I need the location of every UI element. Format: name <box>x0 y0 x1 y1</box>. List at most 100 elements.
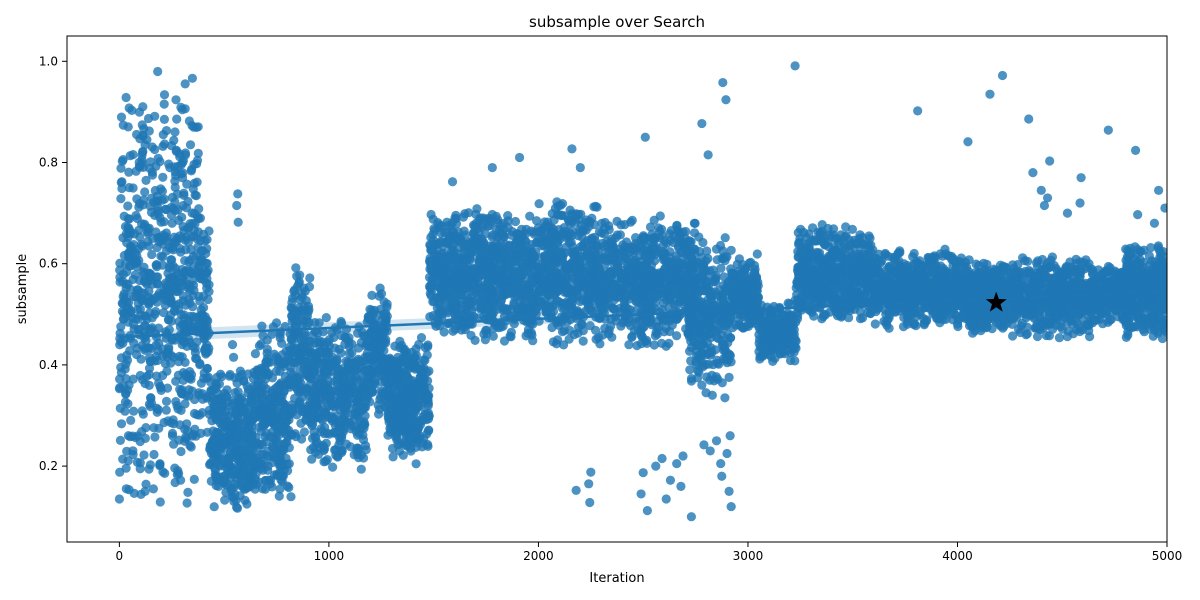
data-point <box>157 195 167 205</box>
data-point <box>473 234 483 244</box>
data-point <box>124 261 135 271</box>
data-point <box>364 380 374 390</box>
data-point <box>436 228 446 238</box>
data-point <box>197 408 207 418</box>
data-point <box>122 355 133 365</box>
data-point <box>158 351 168 361</box>
data-point <box>116 337 126 347</box>
data-point <box>175 420 185 430</box>
data-point <box>141 175 151 185</box>
data-point <box>611 233 621 243</box>
data-point <box>579 238 590 248</box>
data-point <box>117 156 127 166</box>
data-point <box>396 367 406 377</box>
data-point <box>674 258 684 268</box>
data-point <box>166 358 176 368</box>
data-point <box>140 321 150 331</box>
data-point <box>693 340 703 350</box>
data-point <box>157 186 167 196</box>
data-point <box>688 325 698 335</box>
data-point <box>167 243 177 253</box>
data-point <box>153 209 163 219</box>
data-point <box>114 384 125 394</box>
data-point <box>456 279 466 289</box>
data-point <box>159 99 169 109</box>
data-point <box>140 219 150 229</box>
data-point <box>521 331 531 341</box>
data-point <box>317 415 328 425</box>
data-point <box>159 90 170 100</box>
data-point <box>598 330 608 340</box>
data-point <box>118 454 128 464</box>
data-point <box>517 280 528 290</box>
data-point <box>171 170 181 181</box>
data-point <box>180 399 190 409</box>
data-point <box>474 282 484 292</box>
data-point <box>242 499 252 509</box>
data-point <box>732 259 742 269</box>
data-point <box>250 451 260 461</box>
data-point <box>137 120 147 130</box>
data-point <box>329 428 339 438</box>
data-point <box>146 393 156 403</box>
data-point <box>125 151 135 161</box>
data-point <box>702 320 712 331</box>
data-point <box>618 240 628 250</box>
data-point <box>272 438 282 448</box>
data-point <box>145 356 155 367</box>
data-point <box>527 257 537 268</box>
data-point <box>135 458 145 468</box>
data-point <box>210 463 220 473</box>
data-point <box>162 383 173 393</box>
data-point <box>358 435 369 445</box>
data-point <box>144 286 154 296</box>
data-point <box>718 354 729 364</box>
data-point <box>138 267 148 277</box>
data-point <box>217 438 227 448</box>
data-point <box>185 255 195 265</box>
data-point <box>275 422 285 432</box>
data-point <box>236 471 246 482</box>
data-point <box>585 321 595 331</box>
data-point <box>284 482 294 493</box>
data-point <box>330 343 340 353</box>
data-point <box>181 432 191 442</box>
data-point <box>182 179 192 189</box>
data-point <box>541 282 551 293</box>
data-point <box>158 141 168 151</box>
data-point <box>144 241 154 251</box>
data-point <box>123 317 133 327</box>
data-point <box>642 287 652 297</box>
data-point <box>168 261 178 271</box>
data-point <box>484 276 494 286</box>
data-point <box>115 403 125 413</box>
data-point <box>116 177 126 188</box>
data-point <box>145 201 155 211</box>
data-point <box>593 263 604 273</box>
data-point <box>153 405 163 415</box>
data-point <box>158 252 168 262</box>
data-point <box>450 213 460 223</box>
data-point <box>407 400 417 410</box>
data-point <box>166 418 176 428</box>
data-point <box>443 263 453 273</box>
data-point <box>584 285 594 295</box>
data-point <box>155 497 165 507</box>
data-point <box>545 262 555 272</box>
data-point <box>594 254 604 264</box>
data-point <box>314 347 324 357</box>
data-point <box>632 341 642 351</box>
data-point <box>545 246 555 256</box>
data-point <box>542 220 552 231</box>
data-point <box>121 484 131 494</box>
data-point <box>229 449 239 459</box>
data-point <box>304 282 315 292</box>
data-point <box>202 324 212 334</box>
data-point <box>175 384 185 394</box>
data-point <box>221 487 231 497</box>
data-point <box>191 191 201 201</box>
data-point <box>561 226 571 236</box>
data-point <box>392 358 402 369</box>
data-point <box>151 227 161 237</box>
